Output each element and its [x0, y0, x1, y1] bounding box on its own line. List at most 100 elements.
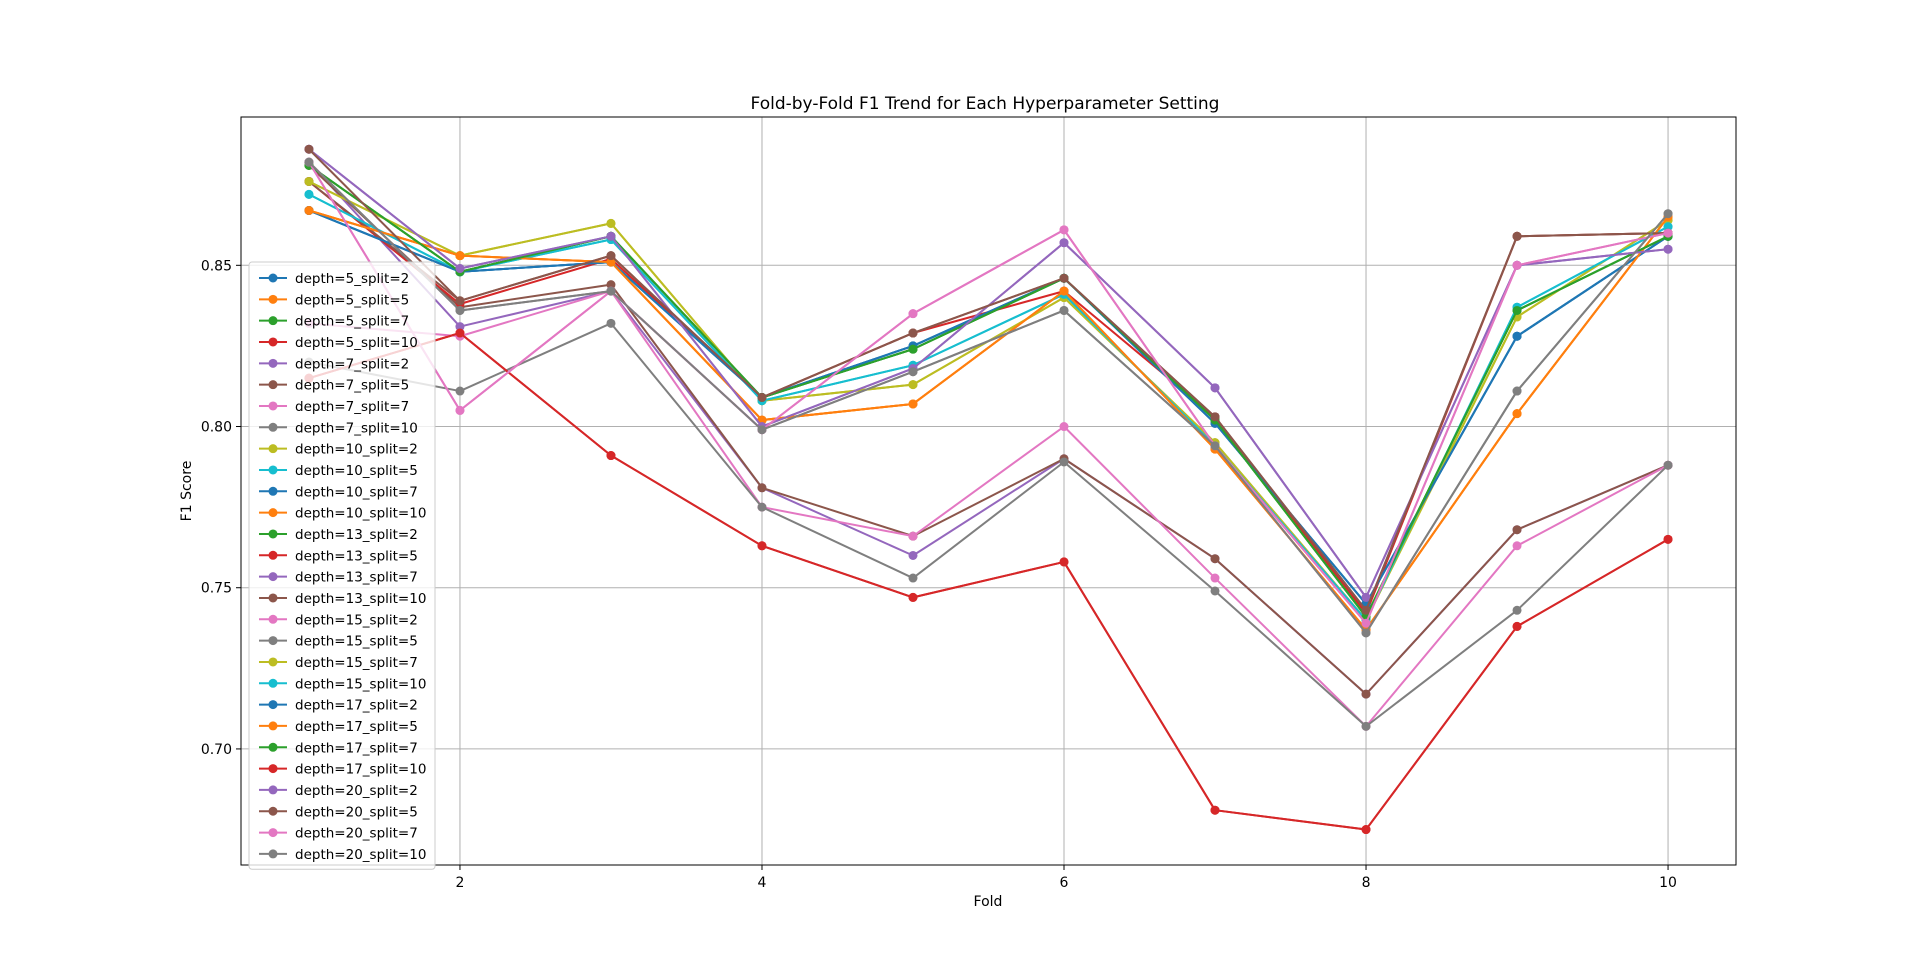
y-tick-label: 0.75: [201, 581, 232, 597]
legend-label: depth=7_split=5: [295, 378, 409, 394]
legend-marker: [268, 316, 278, 326]
series-depth=10_split=7: [304, 206, 1673, 609]
data-point: [304, 157, 314, 167]
data-point: [1663, 244, 1673, 254]
series-depth=15_split=10: [304, 189, 1673, 625]
legend-label: depth=10_split=2: [295, 442, 418, 458]
data-point: [304, 189, 314, 199]
data-point: [455, 322, 465, 332]
data-point: [1059, 422, 1069, 432]
legend-label: depth=5_split=10: [295, 335, 418, 351]
data-point: [1361, 605, 1371, 615]
series-line: [308, 180, 1669, 621]
data-point: [1210, 412, 1220, 422]
series-line: [308, 209, 1669, 631]
data-point: [757, 502, 767, 512]
legend-label: depth=13_split=7: [295, 570, 418, 586]
data-point: [908, 367, 918, 377]
legend-label: depth=17_split=7: [295, 740, 418, 756]
legend-label: depth=15_split=10: [295, 676, 426, 692]
legend-marker: [268, 785, 278, 795]
legend-label: depth=7_split=10: [295, 420, 418, 436]
data-point: [1210, 573, 1220, 583]
legend-label: depth=5_split=7: [295, 314, 409, 330]
data-point: [1361, 721, 1371, 731]
data-point: [455, 296, 465, 306]
legend-marker: [268, 422, 278, 432]
legend-label: depth=15_split=7: [295, 655, 418, 671]
legend-marker: [268, 572, 278, 582]
data-point: [606, 218, 616, 228]
legend-label: depth=15_split=2: [295, 612, 418, 628]
data-point: [1512, 331, 1522, 341]
data-point: [908, 573, 918, 583]
data-point: [1663, 534, 1673, 544]
legend-label: depth=20_split=10: [295, 847, 426, 863]
legend-label: depth=17_split=10: [295, 762, 426, 778]
x-tick-label: 6: [1060, 875, 1069, 891]
data-point: [1512, 605, 1522, 615]
data-point: [304, 144, 314, 154]
data-point: [1059, 238, 1069, 248]
series-depth=10_split=10: [304, 206, 1673, 635]
data-point: [1512, 525, 1522, 535]
data-point: [1210, 554, 1220, 564]
data-point: [1663, 209, 1673, 219]
legend-marker: [268, 508, 278, 518]
data-point: [1512, 409, 1522, 419]
legend-label: depth=13_split=5: [295, 548, 418, 564]
series-line: [308, 332, 1669, 831]
legend-marker: [268, 828, 278, 838]
legend-marker: [268, 593, 278, 603]
data-point: [757, 393, 767, 402]
series-line: [308, 332, 1669, 831]
data-point: [1210, 805, 1220, 815]
series-line: [308, 209, 1669, 605]
series-line: [308, 209, 1669, 631]
series-line: [308, 209, 1669, 605]
data-point: [304, 176, 314, 186]
legend-label: depth=10_split=7: [295, 484, 418, 500]
series-group: [304, 144, 1673, 835]
data-point: [1512, 231, 1522, 241]
series-depth=15_split=7: [304, 176, 1673, 625]
legend-marker: [268, 486, 278, 496]
series-depth=10_split=5: [304, 189, 1673, 625]
legend-marker: [268, 614, 278, 624]
legend-marker: [268, 294, 278, 304]
legend-marker: [268, 380, 278, 390]
legend-label: depth=15_split=5: [295, 634, 418, 650]
data-point: [1512, 621, 1522, 631]
legend-label: depth=7_split=2: [295, 356, 409, 372]
legend-marker: [268, 849, 278, 859]
data-point: [455, 251, 465, 261]
data-point: [606, 451, 616, 461]
series-depth=20_split=7: [304, 157, 1673, 628]
legend-marker: [268, 636, 278, 646]
x-tick-label: 4: [758, 875, 767, 891]
legend-label: depth=17_split=2: [295, 698, 418, 714]
series-line: [308, 209, 1669, 631]
series-depth=7_split=7: [304, 286, 1673, 731]
legend-label: depth=13_split=10: [295, 591, 426, 607]
data-point: [908, 531, 918, 541]
data-point: [757, 483, 767, 493]
legend-marker: [268, 529, 278, 539]
series-depth=17_split=2: [304, 206, 1673, 609]
legend-marker: [268, 444, 278, 454]
data-point: [1663, 222, 1673, 232]
series-depth=5_split=10: [304, 328, 1673, 835]
legend-marker: [268, 337, 278, 347]
series-depth=7_split=2: [304, 157, 1673, 699]
data-point: [606, 251, 616, 261]
series-depth=7_split=5: [304, 160, 1673, 699]
data-point: [606, 231, 616, 241]
series-depth=13_split=5: [304, 176, 1673, 619]
data-point: [757, 541, 767, 551]
data-point: [1059, 557, 1069, 567]
legend-marker: [268, 764, 278, 774]
data-point: [1512, 541, 1522, 551]
legend-label: depth=20_split=7: [295, 826, 418, 842]
